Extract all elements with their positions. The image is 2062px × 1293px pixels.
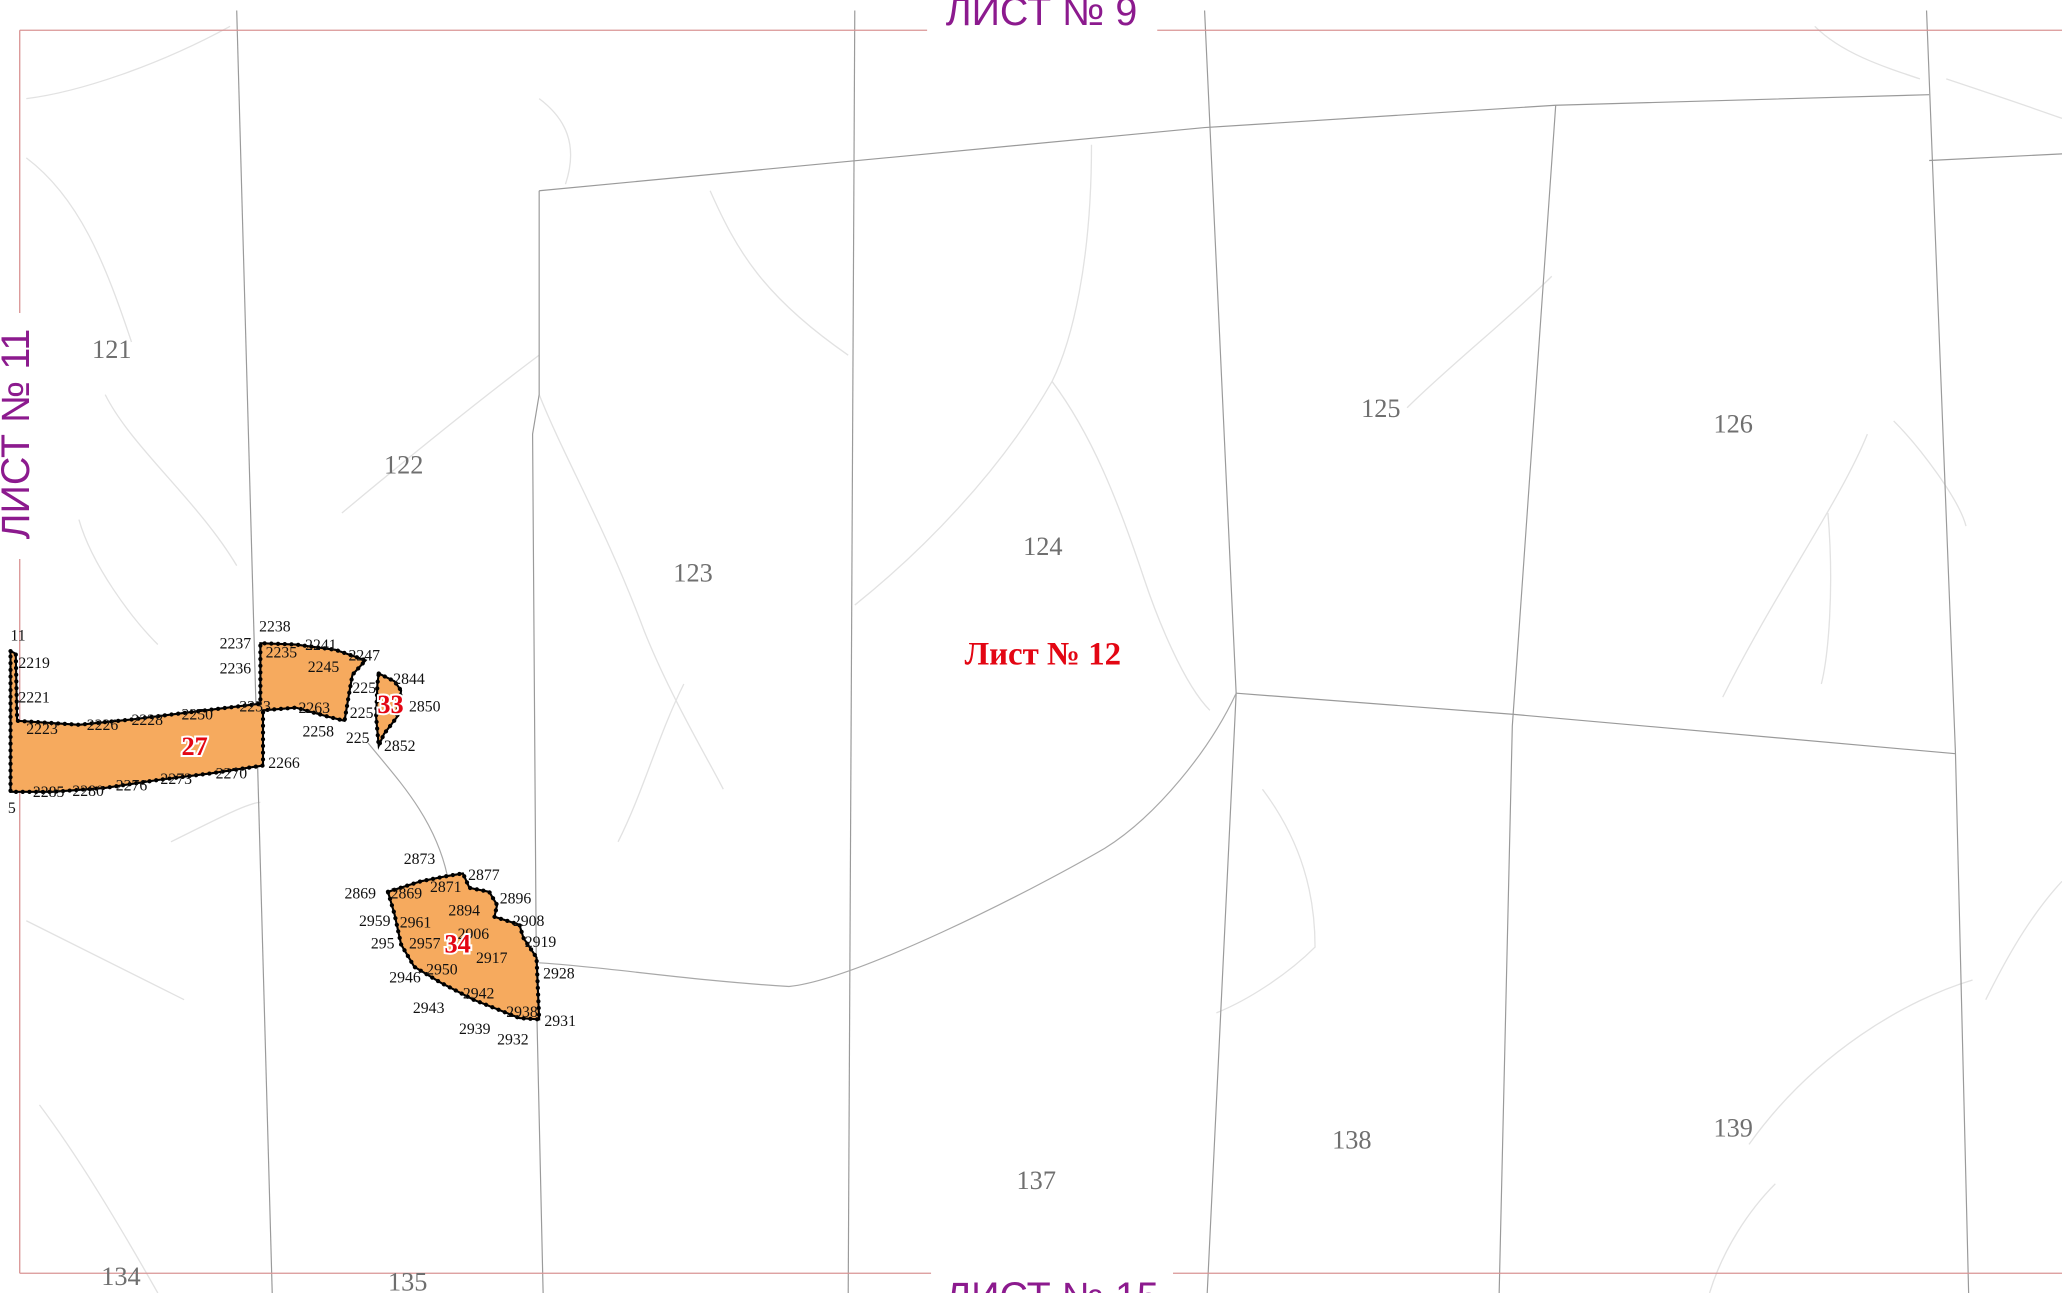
vertex-label: 2241 bbox=[305, 637, 337, 654]
vertex-label: 2946 bbox=[389, 970, 421, 987]
quarter-number[interactable]: 121 bbox=[92, 335, 131, 364]
parcel-27-vertices bbox=[8, 641, 370, 794]
vertex-label: 2238 bbox=[259, 618, 291, 635]
vertex-label: 2285 bbox=[33, 784, 65, 801]
vertex-label: 2938 bbox=[506, 1004, 538, 1021]
vertex-label: 2280 bbox=[72, 783, 104, 800]
vertex-label: 2270 bbox=[216, 766, 248, 783]
quarter-boundaries bbox=[236, 10, 2062, 1293]
vertex-label: 2276 bbox=[116, 778, 148, 795]
vertex-label: 2877 bbox=[468, 867, 500, 884]
parcel-number[interactable]: 33 bbox=[375, 688, 405, 721]
vertex-label: 5 bbox=[8, 800, 16, 817]
quarter-numbers: 121 122 123 124 125 126 137 138 139 134 … bbox=[92, 335, 1753, 1293]
vertex-label: 2236 bbox=[220, 660, 252, 677]
vertex-label: 2228 bbox=[132, 712, 164, 729]
vertex-labels: 11 2219 2221 2223 2226 2228 2250 2233 2236 2237 22… bbox=[8, 618, 576, 1048]
parcel-number[interactable]: 27 bbox=[180, 730, 210, 763]
parcel-33-vertices bbox=[373, 670, 404, 755]
vertex-label: 2959 bbox=[359, 913, 391, 930]
vertex-label: 2233 bbox=[239, 699, 271, 716]
quarter-number[interactable]: 126 bbox=[1714, 410, 1753, 439]
vertex-label: 2917 bbox=[476, 950, 508, 967]
parcel-33-area[interactable] bbox=[376, 673, 402, 746]
quarter-number[interactable]: 122 bbox=[384, 451, 423, 480]
quarter-number[interactable]: 124 bbox=[1023, 532, 1062, 561]
vertex-label: 2957 bbox=[409, 935, 441, 952]
quarter-number[interactable]: 125 bbox=[1361, 394, 1400, 423]
vertex-label: 2850 bbox=[409, 699, 441, 716]
stream-lines bbox=[25, 25, 2062, 1293]
vertex-label: 11 bbox=[11, 628, 26, 645]
vertex-label: 2919 bbox=[525, 934, 557, 951]
vertex-label: 2950 bbox=[426, 962, 458, 979]
parcel-numbers: 27 33 34 bbox=[180, 688, 473, 960]
vertex-label: 2250 bbox=[181, 707, 213, 724]
vertex-label: 2871 bbox=[430, 879, 462, 896]
vertex-label: 2869 bbox=[345, 885, 377, 902]
sheet-title: Лист № 12 bbox=[965, 636, 1122, 672]
vertex-label: 2245 bbox=[308, 659, 340, 676]
vertex-label: 2928 bbox=[543, 966, 575, 983]
vertex-label: 2908 bbox=[513, 913, 545, 930]
vertex-label: 2219 bbox=[18, 655, 50, 672]
parcel-27-area[interactable] bbox=[10, 643, 366, 792]
vertex-label: 2852 bbox=[384, 738, 416, 755]
vertex-label: 2263 bbox=[299, 700, 331, 717]
vertex-label: 2258 bbox=[302, 724, 334, 741]
vertex-label: 2894 bbox=[448, 902, 480, 919]
parcel-34-vertices bbox=[385, 871, 542, 1022]
vertex-label: 2235 bbox=[266, 645, 298, 662]
vertex-label: 2943 bbox=[413, 1000, 445, 1017]
parcel-number[interactable]: 34 bbox=[443, 927, 473, 960]
vertex-label: 2247 bbox=[348, 647, 380, 664]
vertex-label: 2931 bbox=[544, 1013, 576, 1030]
vertex-label: 2273 bbox=[160, 771, 192, 788]
vertex-label: 2844 bbox=[393, 671, 425, 688]
vertex-label: 2223 bbox=[26, 721, 58, 738]
vertex-label: 2266 bbox=[268, 755, 300, 772]
road-lines bbox=[367, 692, 1237, 988]
parcel-34-area[interactable] bbox=[387, 873, 540, 1020]
adjacent-sheet-left-link[interactable]: ЛИСТ № 11 bbox=[0, 329, 38, 540]
vertex-label: 2961 bbox=[400, 914, 432, 931]
vertex-label: 225 bbox=[352, 680, 376, 697]
vertex-label: 2942 bbox=[463, 985, 495, 1002]
vertex-label: 2226 bbox=[87, 717, 119, 734]
vertex-label: 2932 bbox=[497, 1031, 529, 1048]
parcel-33[interactable] bbox=[373, 670, 404, 755]
vertex-label: 2939 bbox=[459, 1021, 491, 1038]
vertex-label: 295 bbox=[371, 935, 395, 952]
quarter-number[interactable]: 137 bbox=[1017, 1166, 1056, 1195]
vertex-label: 225 bbox=[346, 730, 370, 747]
quarter-number[interactable]: 135 bbox=[388, 1267, 427, 1293]
vertex-label: 2896 bbox=[500, 891, 532, 908]
quarter-number[interactable]: 134 bbox=[101, 1262, 140, 1291]
quarter-number[interactable]: 139 bbox=[1714, 1113, 1753, 1142]
sheet-frame bbox=[19, 29, 2062, 1274]
adjacent-sheet-bottom-link[interactable]: ЛИСТ № 15 bbox=[945, 1275, 1159, 1293]
vertex-label: 2873 bbox=[404, 851, 436, 868]
parcel-27[interactable] bbox=[8, 641, 370, 794]
vertex-label: 225 bbox=[350, 705, 374, 722]
vertex-label: 2906 bbox=[458, 926, 490, 943]
vertex-label: 2237 bbox=[220, 635, 252, 652]
vertex-label: 2869 bbox=[391, 885, 423, 902]
vertex-label: 2221 bbox=[18, 689, 50, 706]
quarter-number[interactable]: 138 bbox=[1332, 1125, 1371, 1154]
quarter-number[interactable]: 123 bbox=[673, 558, 712, 587]
adjacent-sheet-top-link[interactable]: ЛИСТ № 9 bbox=[946, 0, 1138, 34]
parcel-34[interactable] bbox=[385, 871, 542, 1022]
